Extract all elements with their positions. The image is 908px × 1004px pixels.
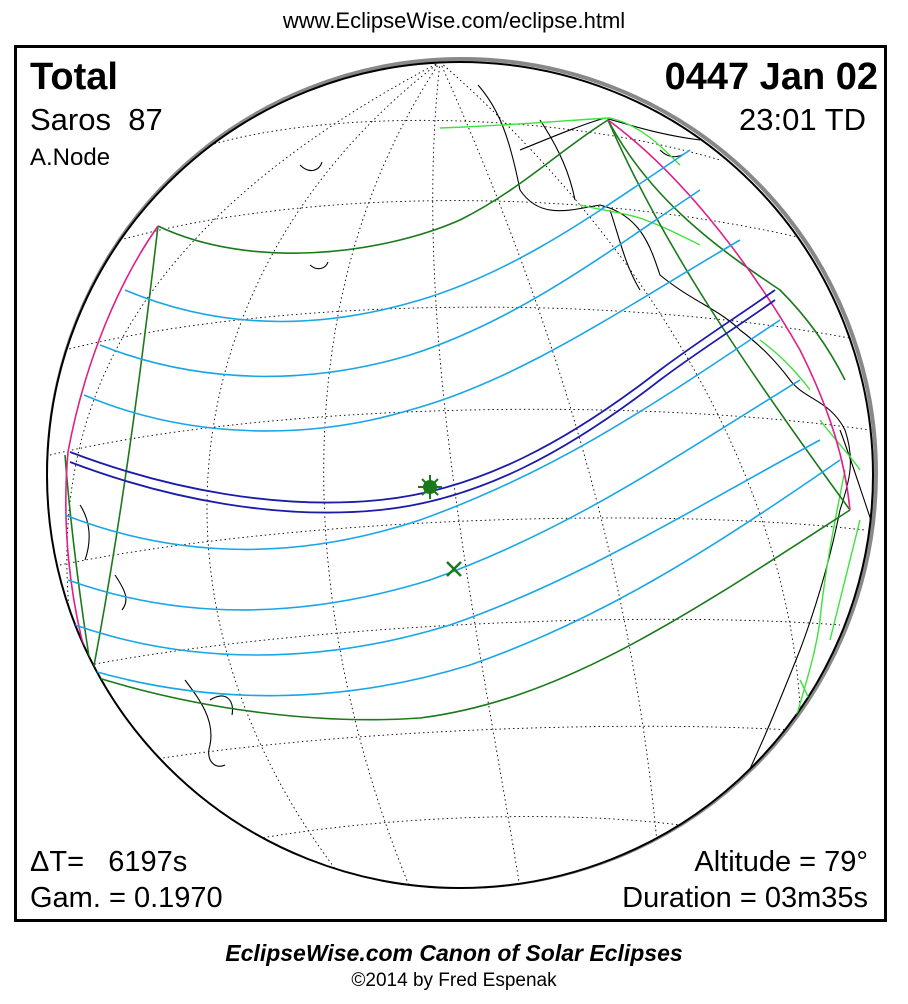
globe-outline (46, 61, 874, 889)
eclipse-time: 23:01 TD (739, 102, 866, 137)
lunar-node: A.Node (30, 144, 111, 171)
graticule-parallels (49, 119, 871, 841)
sun-altitude: Altitude = 79° (694, 846, 868, 878)
canon-title: EclipseWise.com Canon of Solar Eclipses (225, 940, 683, 966)
sub-solar-point-icon (446, 561, 462, 577)
totality-duration: Duration = 03m35s (622, 882, 868, 914)
rise-set-curves (65, 119, 851, 677)
map-frame (14, 45, 887, 922)
central-path (69, 289, 776, 514)
delta-t: ΔT= 6197s (30, 846, 188, 878)
graticule-meridians (66, 62, 802, 888)
political-borders (439, 117, 861, 861)
saros-number: Saros 87 (30, 102, 163, 137)
eclipse-type: Total (30, 56, 118, 98)
copyright: ©2014 by Fred Espenak (351, 970, 557, 991)
penumbra-limits (64, 119, 851, 721)
source-url[interactable]: www.EclipseWise.com/eclipse.html (282, 8, 626, 33)
eclipse-globe-map (46, 57, 878, 889)
greatest-eclipse-icon (418, 475, 442, 499)
gamma-value: Gam. = 0.1970 (30, 882, 223, 914)
partial-eclipse-curves (64, 149, 841, 697)
eclipse-date: 0447 Jan 02 (664, 56, 878, 98)
